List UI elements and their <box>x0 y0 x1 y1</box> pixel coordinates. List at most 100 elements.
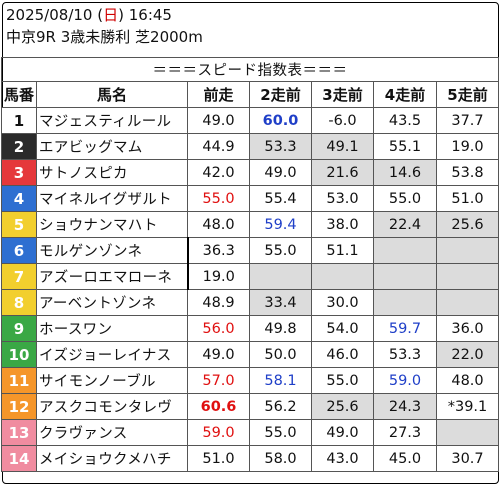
speed-index-table-wrap: ＝＝＝スピード指数表＝＝＝ 馬番 馬名 前走 2走前 3走前 4走前 5走前 1 マジェスティ… <box>1 57 499 472</box>
column-header: 馬名 <box>36 81 188 108</box>
horse-name: マイネルイグザルト <box>36 185 188 212</box>
speed-index-cell: 45.0 <box>373 445 437 472</box>
speed-index-cell: 48.9 <box>187 289 250 316</box>
column-header: 馬番 <box>1 81 37 108</box>
speed-index-cell: 30.7 <box>436 445 499 472</box>
horse-number: 14 <box>1 445 37 472</box>
speed-index-cell <box>311 263 374 290</box>
speed-index-cell: 49.1 <box>311 133 374 160</box>
speed-index-cell: 59.0 <box>187 419 250 446</box>
horse-number: 7 <box>1 263 37 290</box>
speed-index-cell <box>436 263 499 290</box>
speed-index-cell: 58.1 <box>249 367 312 394</box>
speed-index-cell <box>249 263 312 290</box>
table-row: 2 エアビッグマム 44.9 53.3 49.1 55.1 19.0 <box>1 133 499 160</box>
race-datetime: 2025/08/10 (日) 16:45 <box>6 6 172 24</box>
race-date: 2025/08/10 <box>6 6 93 24</box>
speed-index-cell: -6.0 <box>311 107 374 134</box>
horse-number: 2 <box>1 133 37 160</box>
table-row: 1 マジェスティルール 49.0 60.0 -6.0 43.5 37.7 <box>1 107 499 134</box>
table-title: ＝＝＝スピード指数表＝＝＝ <box>1 57 499 82</box>
speed-index-cell: 50.0 <box>249 341 312 368</box>
horse-number: 11 <box>1 367 37 394</box>
table-row: 13 クラヴァンス 59.0 55.0 49.0 27.3 <box>1 419 499 446</box>
horse-number: 8 <box>1 289 37 316</box>
column-header: 5走前 <box>436 81 499 108</box>
horse-number: 1 <box>1 107 37 134</box>
speed-index-cell: 56.2 <box>249 393 312 420</box>
table-row: 3 サトノスピカ 42.0 49.0 21.6 14.6 53.8 <box>1 159 499 186</box>
speed-index-cell: 37.7 <box>436 107 499 134</box>
speed-index-cell: 19.0 <box>436 133 499 160</box>
column-header: 3走前 <box>311 81 374 108</box>
speed-index-cell: 30.0 <box>311 289 374 316</box>
horse-number: 5 <box>1 211 37 238</box>
speed-index-cell <box>436 289 499 316</box>
horse-name: イズジョーレイナス <box>36 341 188 368</box>
column-header-row: 馬番 馬名 前走 2走前 3走前 4走前 5走前 <box>1 81 499 108</box>
horse-name: エアビッグマム <box>36 133 188 160</box>
horse-number: 4 <box>1 185 37 212</box>
race-time: 16:45 <box>128 6 172 24</box>
horse-name: サイモンノーブル <box>36 367 188 394</box>
speed-index-table: ＝＝＝スピード指数表＝＝＝ 馬番 馬名 前走 2走前 3走前 4走前 5走前 1 マジェスティ… <box>1 57 499 472</box>
horse-name: クラヴァンス <box>36 419 188 446</box>
table-row: 12 アスクコモンタレヴ 60.6 56.2 25.6 24.3 *39.1 <box>1 393 499 420</box>
speed-index-cell: 33.4 <box>249 289 312 316</box>
speed-index-cell: 54.0 <box>311 315 374 342</box>
speed-index-cell: 53.8 <box>436 159 499 186</box>
speed-index-cell: 55.0 <box>249 419 312 446</box>
speed-index-cell: 55.0 <box>249 237 312 264</box>
table-row: 4 マイネルイグザルト 55.0 55.4 53.0 55.0 51.0 <box>1 185 499 212</box>
horse-number: 13 <box>1 419 37 446</box>
speed-index-cell <box>373 237 437 264</box>
horse-name: ショウナンマハト <box>36 211 188 238</box>
table-row: 5 ショウナンマハト 48.0 59.4 38.0 22.4 25.6 <box>1 211 499 238</box>
horse-name: マジェスティルール <box>36 107 188 134</box>
speed-index-cell: 55.1 <box>373 133 437 160</box>
speed-index-cell: 24.3 <box>373 393 437 420</box>
horse-number: 9 <box>1 315 37 342</box>
speed-index-cell <box>373 289 437 316</box>
table-row: 11 サイモンノーブル 57.0 58.1 55.0 59.0 48.0 <box>1 367 499 394</box>
speed-index-cell: 49.0 <box>249 159 312 186</box>
speed-index-cell: 51.0 <box>436 185 499 212</box>
horse-number: 12 <box>1 393 37 420</box>
horse-number: 6 <box>1 237 37 264</box>
speed-index-cell: 36.3 <box>187 237 250 264</box>
speed-index-cell: 56.0 <box>187 315 250 342</box>
speed-index-cell: 53.3 <box>373 341 437 368</box>
speed-index-cell <box>436 237 499 264</box>
speed-index-cell: 49.8 <box>249 315 312 342</box>
column-header: 4走前 <box>373 81 437 108</box>
speed-index-cell: 44.9 <box>187 133 250 160</box>
horse-number: 3 <box>1 159 37 186</box>
speed-index-cell: 55.0 <box>311 367 374 394</box>
race-info: 中京9R 3歳未勝利 芝2000m <box>6 28 203 46</box>
speed-index-cell: 51.0 <box>187 445 250 472</box>
table-row: 9 ホースワン 56.0 49.8 54.0 59.7 36.0 <box>1 315 499 342</box>
race-header: 2025/08/10 (日) 16:45 中京9R 3歳未勝利 芝2000m <box>6 4 203 49</box>
speed-index-cell: 19.0 <box>187 263 250 290</box>
horse-name: アーベントゾンネ <box>36 289 188 316</box>
speed-index-cell: 46.0 <box>311 341 374 368</box>
speed-index-cell: 55.4 <box>249 185 312 212</box>
speed-index-cell: 43.5 <box>373 107 437 134</box>
speed-index-cell: 49.0 <box>311 419 374 446</box>
horse-name: モルゲンゾンネ <box>36 237 189 264</box>
horse-name: サトノスピカ <box>36 159 188 186</box>
speed-index-cell: 25.6 <box>311 393 374 420</box>
speed-index-cell: 22.0 <box>436 341 499 368</box>
speed-index-cell: 49.0 <box>187 341 250 368</box>
speed-index-cell: 42.0 <box>187 159 250 186</box>
speed-index-cell: 55.0 <box>373 185 437 212</box>
speed-index-cell: 36.0 <box>436 315 499 342</box>
speed-index-cell: 25.6 <box>436 211 499 238</box>
horse-name: メイショウクメハチ <box>36 445 188 472</box>
speed-index-cell: 55.0 <box>187 185 250 212</box>
speed-index-cell: *39.1 <box>436 393 499 420</box>
speed-index-cell: 58.0 <box>249 445 312 472</box>
speed-index-cell: 48.0 <box>187 211 250 238</box>
speed-index-cell <box>373 263 437 290</box>
horse-name: ホースワン <box>36 315 188 342</box>
